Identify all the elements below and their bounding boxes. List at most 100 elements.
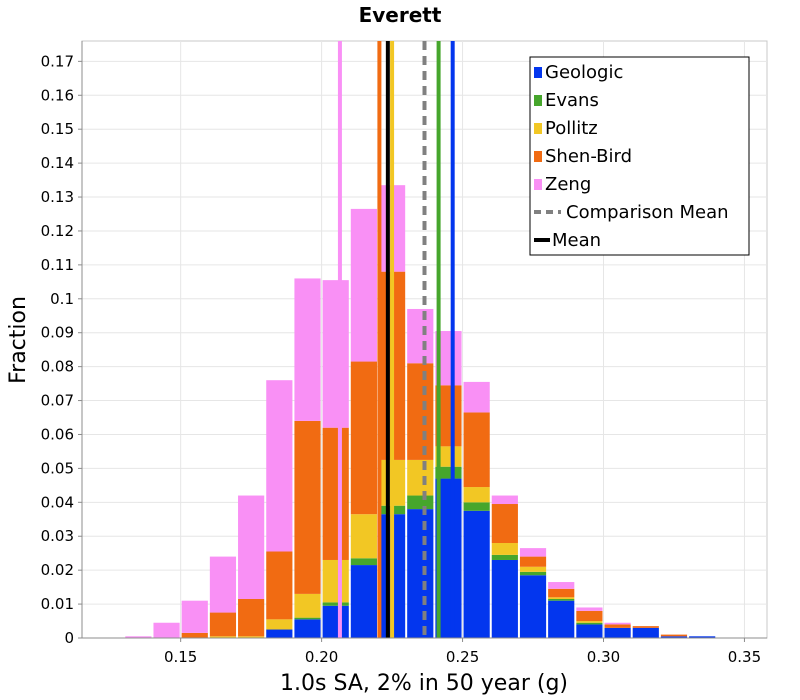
bar-geologic-19 xyxy=(632,627,659,638)
bar-zeng-14 xyxy=(491,495,518,505)
x-tick-label-2: 0.25 xyxy=(446,648,479,666)
bar-pollitz-12 xyxy=(435,446,462,467)
bar-evans-11 xyxy=(407,495,434,510)
legend-swatch-zeng xyxy=(534,179,542,190)
bar-evans-15 xyxy=(519,571,547,576)
bar-pollitz-4 xyxy=(209,636,237,638)
bar-shen-bird-15 xyxy=(519,556,547,567)
y-tick-label-3: 0.03 xyxy=(41,527,74,545)
y-tick-label-12: 0.12 xyxy=(41,222,74,240)
bar-zeng-4 xyxy=(209,556,237,613)
legend-label-mean: Mean xyxy=(552,230,601,251)
y-tick-label-4: 0.04 xyxy=(41,493,74,511)
bar-evans-12 xyxy=(435,466,462,479)
bar-zeng-13 xyxy=(463,381,490,413)
bar-zeng-18 xyxy=(604,622,631,625)
bar-shen-bird-5 xyxy=(238,598,265,637)
y-tick-label-11: 0.11 xyxy=(41,256,74,274)
bar-pollitz-7 xyxy=(294,593,321,618)
bar-shen-bird-7 xyxy=(294,420,321,594)
bar-shen-bird-13 xyxy=(463,412,490,488)
bar-pollitz-13 xyxy=(463,487,490,503)
bar-geologic-18 xyxy=(604,627,631,638)
bar-evans-9 xyxy=(350,558,377,566)
legend-swatch-shen-bird xyxy=(534,151,542,162)
bar-zeng-6 xyxy=(266,380,293,552)
legend-swatch-pollitz xyxy=(534,123,542,134)
y-tick-label-2: 0.02 xyxy=(41,561,74,579)
bar-zeng-5 xyxy=(238,495,265,599)
bar-zeng-1 xyxy=(125,636,152,638)
bar-pollitz-17 xyxy=(576,621,603,623)
bar-geologic-11 xyxy=(407,509,434,638)
bar-pollitz-15 xyxy=(519,566,547,572)
y-tick-label-7: 0.07 xyxy=(41,392,74,410)
histogram-bars xyxy=(125,185,716,638)
y-axis-ticks: 0 0.01 0.02 0.03 0.04 0.05 0.06 0.07 0.08 0.09 0.1… xyxy=(41,52,82,647)
bar-geologic-15 xyxy=(519,575,547,638)
y-tick-label-13: 0.13 xyxy=(41,188,74,206)
bar-evans-17 xyxy=(576,622,603,625)
bar-geologic-7 xyxy=(294,619,321,638)
bar-geologic-6 xyxy=(266,629,293,638)
bar-shen-bird-20 xyxy=(660,634,688,637)
bar-geologic-17 xyxy=(576,624,603,638)
y-tick-label-1: 0.01 xyxy=(41,595,74,613)
legend-label-geologic: Geologic xyxy=(545,62,623,83)
bar-pollitz-5 xyxy=(238,636,265,638)
legend-label-zeng: Zeng xyxy=(545,174,591,195)
bar-shen-bird-4 xyxy=(209,612,237,637)
bar-shen-bird-19 xyxy=(632,626,659,628)
y-tick-label-15: 0.15 xyxy=(41,120,74,138)
bar-geologic-13 xyxy=(463,510,490,638)
bar-shen-bird-8 xyxy=(322,427,349,560)
bar-zeng-2 xyxy=(153,622,180,638)
bar-pollitz-8 xyxy=(322,559,349,603)
chart-title: Everett xyxy=(359,3,442,27)
legend-box xyxy=(529,56,750,256)
bar-geologic-14 xyxy=(491,559,518,638)
y-tick-label-5: 0.05 xyxy=(41,459,74,477)
bar-evans-13 xyxy=(463,502,490,511)
bar-geologic-20 xyxy=(660,636,688,638)
legend: Geologic Evans Pollitz Shen-Bird Zeng Compari… xyxy=(529,56,750,256)
bar-pollitz-6 xyxy=(266,619,293,630)
bar-shen-bird-11 xyxy=(407,363,434,460)
y-tick-label-6: 0.06 xyxy=(41,425,74,443)
x-tick-label-3: 0.30 xyxy=(587,648,620,666)
bar-pollitz-14 xyxy=(491,543,518,555)
bar-pollitz-16 xyxy=(548,597,575,599)
legend-label-evans: Evans xyxy=(545,90,599,111)
bar-zeng-11 xyxy=(407,308,434,364)
bar-shen-bird-17 xyxy=(576,610,603,622)
y-tick-label-9: 0.09 xyxy=(41,324,74,342)
legend-swatch-geologic xyxy=(534,67,542,78)
bar-pollitz-9 xyxy=(350,514,377,559)
bar-zeng-15 xyxy=(519,548,547,557)
x-axis-ticks: 0.15 0.20 0.25 0.30 0.35 xyxy=(164,638,761,666)
bar-evans-16 xyxy=(548,598,575,601)
mean-lines xyxy=(337,41,455,638)
x-tick-label-0: 0.15 xyxy=(164,648,197,666)
legend-label-shen-bird: Shen-Bird xyxy=(545,146,632,167)
bar-zeng-3 xyxy=(181,600,208,633)
bar-evans-7 xyxy=(294,617,321,620)
y-tick-label-0: 0 xyxy=(64,629,74,647)
x-axis-title: 1.0s SA, 2% in 50 year (g) xyxy=(280,671,568,696)
bar-shen-bird-18 xyxy=(604,624,631,628)
bar-geologic-8 xyxy=(322,605,349,638)
bar-zeng-7 xyxy=(294,278,321,421)
bar-shen-bird-6 xyxy=(266,551,293,620)
y-tick-label-17: 0.17 xyxy=(41,52,74,70)
x-tick-label-1: 0.20 xyxy=(305,648,338,666)
bar-shen-bird-14 xyxy=(491,504,518,544)
y-tick-label-10: 0.1 xyxy=(50,290,74,308)
bar-shen-bird-3 xyxy=(181,632,208,638)
bar-geologic-16 xyxy=(548,600,575,638)
legend-swatch-evans xyxy=(534,95,542,106)
bar-pollitz-11 xyxy=(407,459,434,496)
y-axis-title: Fraction xyxy=(6,296,31,384)
legend-label-comparison-mean: Comparison Mean xyxy=(566,202,729,223)
y-tick-label-16: 0.16 xyxy=(41,86,74,104)
